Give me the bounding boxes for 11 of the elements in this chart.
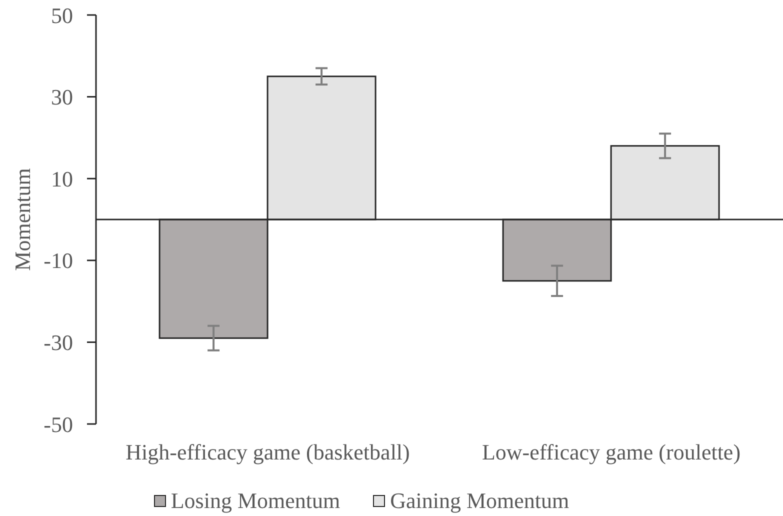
y-tick-label: 10 (51, 166, 73, 192)
y-axis-title: Momentum (10, 168, 34, 271)
x-tick-label: Low-efficacy game (roulette) (482, 440, 741, 465)
y-tick-label: -10 (44, 248, 73, 274)
y-tick-label: -50 (44, 412, 73, 437)
y-tick-label: 30 (51, 84, 73, 110)
legend-label: Losing Momentum (170, 488, 340, 514)
y-tick-label: -30 (44, 330, 73, 356)
legend-label: Gaining Momentum (390, 488, 570, 514)
y-tick-label: 50 (51, 2, 73, 28)
x-tick-label: High-efficacy game (basketball) (126, 440, 410, 465)
